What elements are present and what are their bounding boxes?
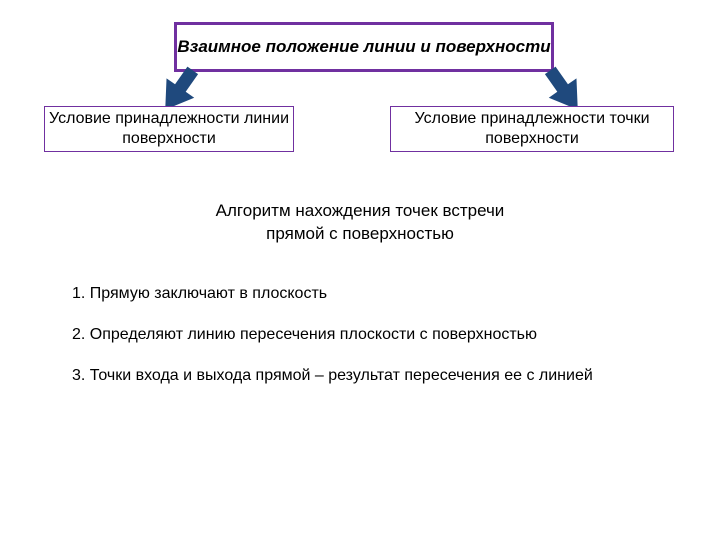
right-condition-box: Условие принадлежности точки поверхности [390, 106, 674, 152]
algorithm-step-2: 2. Определяют линию пересечения плоскост… [72, 325, 672, 346]
algorithm-step-3: 3. Точки входа и выхода прямой – результ… [72, 366, 672, 387]
algorithm-heading-line-1: Алгоритм нахождения точек встречи [0, 200, 720, 223]
algorithm-steps: 1. Прямую заключают в плоскость 2. Опред… [72, 284, 672, 406]
left-condition-text: Условие принадлежности линии поверхности [45, 109, 293, 149]
left-condition-box: Условие принадлежности линии поверхности [44, 106, 294, 152]
top-concept-box: Взаимное положение линии и поверхности [174, 22, 554, 72]
algorithm-step-1: 1. Прямую заключают в плоскость [72, 284, 672, 305]
algorithm-heading: Алгоритм нахождения точек встречи прямой… [0, 200, 720, 246]
right-condition-text: Условие принадлежности точки поверхности [391, 109, 673, 149]
top-concept-title: Взаимное положение линии и поверхности [177, 36, 550, 57]
algorithm-heading-line-2: прямой с поверхностью [0, 223, 720, 246]
